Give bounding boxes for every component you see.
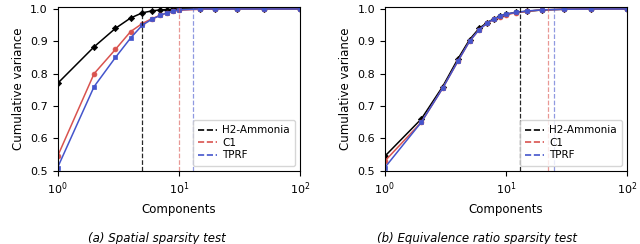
- Y-axis label: Cumulative variance: Cumulative variance: [339, 28, 352, 150]
- X-axis label: Components: Components: [468, 203, 543, 216]
- Legend: H2-Ammonia, C1, TPRF: H2-Ammonia, C1, TPRF: [520, 120, 622, 166]
- Text: (a) Spatial sparsity test: (a) Spatial sparsity test: [88, 232, 226, 244]
- Text: (b) Equivalence ratio sparsity test: (b) Equivalence ratio sparsity test: [377, 232, 577, 244]
- X-axis label: Components: Components: [141, 203, 216, 216]
- Y-axis label: Cumulative variance: Cumulative variance: [12, 28, 24, 150]
- Legend: H2-Ammonia, C1, TPRF: H2-Ammonia, C1, TPRF: [193, 120, 295, 166]
